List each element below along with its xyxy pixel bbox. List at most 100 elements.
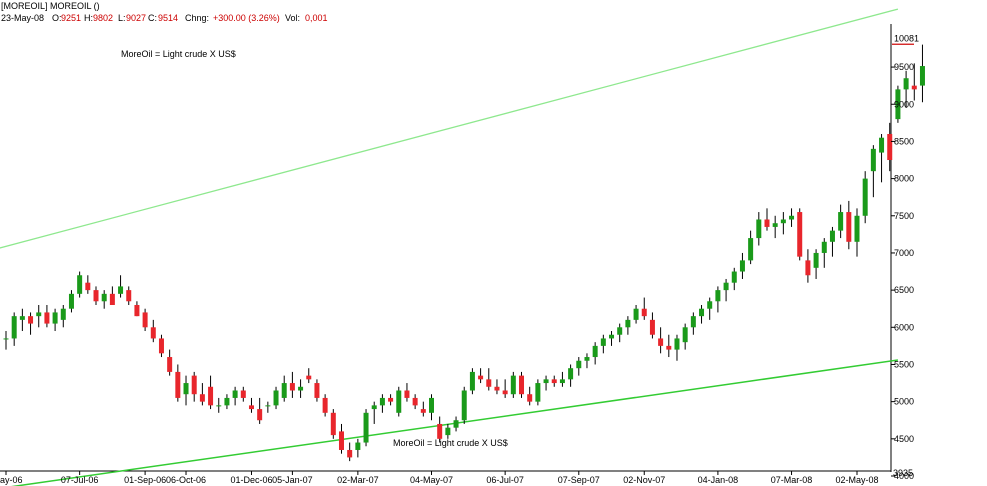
candle-up (60, 308, 66, 320)
candle-up (617, 327, 623, 335)
candle-down (134, 304, 140, 317)
candle-down (551, 379, 557, 384)
candle-down (167, 357, 173, 372)
candle-up (429, 397, 434, 413)
candle-down (797, 212, 803, 257)
x-tick-label: 07-Mar-08 (771, 475, 813, 485)
candle-down (519, 375, 525, 395)
candle-up (559, 379, 565, 384)
candle-up (862, 178, 868, 216)
candle-up (748, 238, 754, 261)
candle-up (699, 308, 705, 317)
candle-up (829, 230, 835, 242)
candle-up (731, 271, 737, 283)
candle-down (191, 375, 197, 395)
candle-down (150, 327, 156, 339)
candle-down (289, 383, 295, 391)
candle-up (895, 89, 901, 120)
candle-down (142, 312, 148, 328)
x-tick-label: 06-Oct-06 (166, 475, 206, 485)
open-value: 9251 (61, 13, 81, 23)
volume-value: 0,001 (305, 13, 328, 23)
close-value: 9514 (158, 13, 178, 23)
x-tick-label: 02-Mar-07 (337, 475, 379, 485)
candle-up (379, 397, 385, 406)
candle-up (739, 260, 745, 272)
y-tick-label: 4500 (894, 434, 914, 444)
candle-up (870, 148, 876, 172)
open-label: O: (52, 13, 62, 23)
candle-down (388, 397, 394, 402)
upper-trendline (0, 8, 899, 249)
candle-up (216, 405, 222, 407)
x-tick-label: 02-May-08 (835, 475, 878, 485)
candle-up (682, 327, 688, 343)
candle-down (486, 379, 492, 387)
candle-up (772, 223, 778, 227)
candle-up (68, 293, 74, 309)
candle-up (101, 293, 107, 302)
change-label: Chng: (185, 13, 209, 23)
candle-down (420, 409, 426, 413)
candle-up (756, 219, 762, 239)
candle-up (568, 368, 574, 380)
candle-down (805, 260, 811, 276)
high-value: 9802 (93, 13, 113, 23)
candle-down (494, 386, 500, 391)
candle-up (183, 383, 189, 395)
candle-down (199, 394, 205, 402)
candle-down (666, 345, 672, 350)
y-axis: 4000 4500 5000 5500 6000 6500 7000 7500 8000 8500… (891, 34, 919, 481)
symbol-title: [MOREOIL] MOREOIL () (1, 1, 100, 11)
candle-up (780, 219, 786, 224)
candle-down (28, 316, 34, 324)
y-tick-label: 6000 (894, 322, 914, 332)
candle-up (469, 371, 475, 391)
candle-up (371, 405, 377, 410)
x-tick-label: 07-Sep-07 (558, 475, 600, 485)
candle-down (208, 386, 214, 406)
candle-up (543, 379, 549, 384)
candle-down (911, 85, 917, 90)
candle-up (600, 338, 606, 346)
y-tick-label: 9500 (894, 62, 914, 72)
y-tick-label: 8500 (894, 136, 914, 146)
candle-up (3, 338, 9, 340)
volume-label: Vol: (285, 13, 300, 23)
annotation-top: MoreOil = Light crude X US$ (121, 49, 236, 59)
candle-down (502, 390, 508, 395)
y-tick-label: 5500 (894, 359, 914, 369)
change-value: +300.00 (3.26%) (213, 13, 280, 23)
candle-down (887, 133, 893, 161)
candle-up (674, 338, 680, 350)
candle-down (240, 390, 246, 398)
candle-up (715, 290, 721, 302)
candle-up (355, 442, 361, 450)
candle-up (224, 397, 230, 406)
close-label: C: (148, 13, 157, 23)
x-tick-label: 01-Dec-06 (230, 475, 272, 485)
candle-up (576, 360, 582, 369)
candle-up (363, 412, 369, 443)
candle-up (838, 212, 844, 231)
candle-down (322, 397, 328, 413)
candle-up (789, 215, 795, 220)
candle-up (633, 308, 639, 320)
candle-down (641, 308, 647, 317)
candle-down (93, 290, 99, 302)
candle-up (461, 390, 467, 421)
candle-down (478, 375, 484, 380)
candle-up (52, 312, 58, 324)
candle-down (257, 409, 263, 421)
candle-up (445, 427, 451, 436)
y-tick-label: 9000 (894, 99, 914, 109)
high-label: H: (84, 13, 93, 23)
y-bottom-label: 3935 (893, 468, 913, 478)
candle-down (314, 383, 320, 398)
candle-down (126, 290, 132, 302)
candle-down (44, 312, 50, 324)
y-tick-label: 4000 (894, 471, 914, 481)
low-label: L: (118, 13, 126, 23)
